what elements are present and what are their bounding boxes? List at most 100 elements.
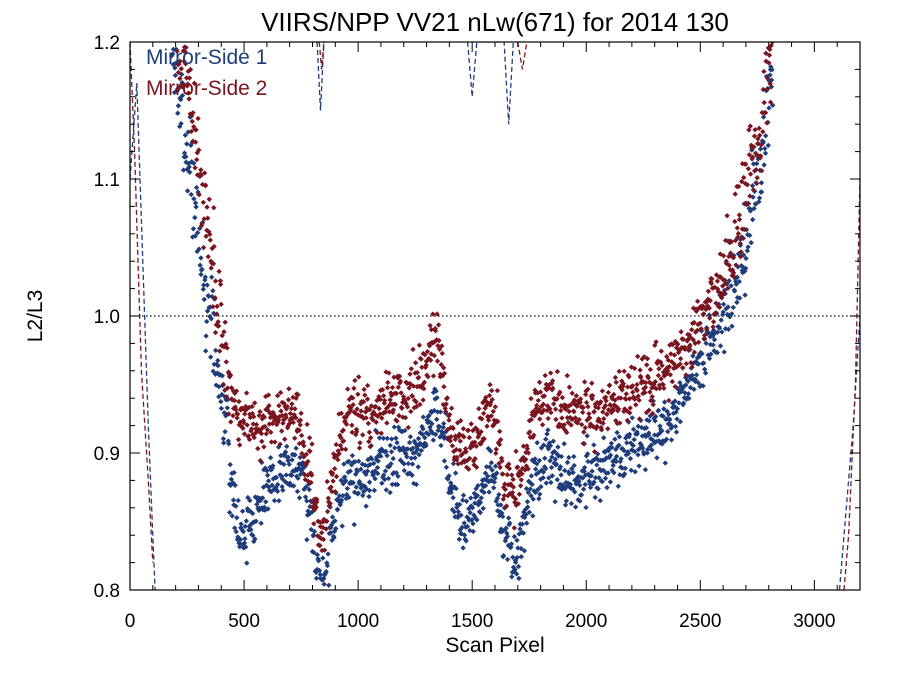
data-point [719, 329, 725, 335]
data-point [582, 425, 588, 431]
data-point [329, 514, 336, 520]
data-point [313, 504, 319, 510]
data-point [461, 532, 468, 538]
data-point [281, 461, 287, 468]
data-point [482, 482, 489, 489]
data-point [437, 409, 444, 415]
data-point [577, 482, 583, 488]
data-point [196, 246, 202, 252]
data-point [720, 301, 727, 307]
data-point [338, 410, 345, 416]
data-point [295, 475, 301, 481]
data-point [432, 328, 439, 334]
data-point [468, 495, 474, 501]
data-point [543, 436, 549, 442]
data-point [333, 473, 340, 480]
data-point [224, 405, 230, 411]
data-point [307, 448, 313, 454]
data-point [585, 458, 591, 465]
data-point [175, 103, 182, 109]
data-point [233, 529, 239, 535]
data-point [183, 75, 190, 81]
data-point [573, 393, 580, 399]
data-point [366, 438, 372, 445]
data-point [412, 455, 418, 461]
data-point [200, 244, 207, 251]
data-point [430, 311, 436, 317]
data-point [268, 439, 275, 445]
data-point [629, 415, 635, 421]
data-point [386, 370, 392, 376]
data-point [218, 405, 225, 412]
data-point [205, 254, 211, 260]
data-point [339, 446, 345, 452]
data-point [243, 390, 250, 396]
data-point [204, 282, 210, 288]
data-point [323, 568, 329, 575]
mirror-side-1-dashed-line [316, 42, 325, 111]
data-point [448, 434, 454, 440]
data-point [577, 498, 583, 504]
data-point [358, 408, 364, 414]
data-point [309, 441, 315, 447]
data-point [554, 477, 560, 483]
data-point [541, 393, 548, 399]
data-point [632, 448, 638, 455]
data-point [542, 455, 548, 461]
data-point [440, 424, 446, 431]
data-point [612, 397, 618, 403]
data-point [551, 401, 557, 407]
data-point [558, 407, 564, 414]
data-point [384, 452, 390, 459]
data-point [193, 127, 199, 133]
data-point [596, 475, 602, 481]
data-point [761, 162, 767, 168]
data-point [496, 460, 502, 467]
data-point [292, 452, 298, 458]
data-point [489, 387, 495, 394]
data-point [533, 466, 539, 472]
data-point [223, 359, 229, 365]
data-point [559, 394, 566, 401]
data-point [172, 65, 178, 71]
data-point [494, 387, 501, 394]
data-point [389, 481, 395, 488]
data-point [758, 180, 765, 186]
data-point [406, 385, 412, 391]
data-point [683, 372, 689, 378]
data-point [695, 361, 702, 367]
data-point [424, 348, 431, 355]
data-point [446, 417, 452, 423]
data-point [442, 408, 449, 415]
data-point [188, 191, 194, 198]
data-point [169, 51, 176, 57]
data-point [576, 478, 582, 485]
data-point [621, 368, 627, 374]
data-point [279, 412, 285, 419]
data-point [561, 422, 567, 428]
data-point [363, 415, 369, 421]
data-point [379, 480, 385, 486]
data-point [249, 510, 256, 517]
data-point [265, 392, 272, 398]
data-point [528, 473, 535, 479]
data-point [296, 440, 303, 447]
data-point [384, 385, 391, 391]
data-point [208, 354, 214, 360]
data-point [443, 464, 450, 470]
data-point [598, 399, 604, 405]
data-point [460, 545, 466, 551]
data-point [543, 480, 549, 486]
data-point [286, 420, 293, 427]
data-point [329, 488, 335, 495]
data-point [537, 389, 544, 395]
data-point [591, 408, 597, 415]
data-point [675, 341, 681, 347]
data-point [654, 455, 660, 461]
data-point [429, 421, 435, 427]
data-point [494, 470, 500, 476]
data-point [710, 342, 716, 348]
data-point [435, 322, 442, 328]
data-point [404, 454, 410, 460]
data-point [416, 452, 422, 458]
